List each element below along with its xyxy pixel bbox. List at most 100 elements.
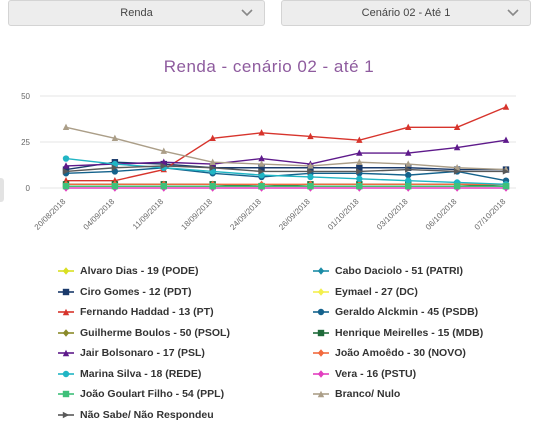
data-point [307, 162, 314, 169]
x-tick-label: 20/08/2018 [33, 197, 68, 232]
legend-item[interactable]: Marina Silva - 18 (REDE) [58, 368, 201, 380]
legend-label: Alvaro Dias - 19 (PODE) [80, 265, 199, 277]
legend-marker-icon [58, 390, 74, 398]
x-tick-label: 26/09/2018 [277, 197, 312, 232]
legend-label: Não Sabe/ Não Respondeu [80, 408, 214, 421]
data-point [111, 134, 119, 142]
x-tick-label: 18/09/2018 [179, 197, 214, 232]
data-point [502, 136, 510, 143]
side-scroll-handle[interactable] [0, 178, 4, 202]
legend-item[interactable]: Ciro Gomes - 12 (PDT) [58, 286, 191, 298]
legend-item[interactable]: Geraldo Alckmin - 45 (PSDB) [313, 306, 478, 318]
data-point [356, 182, 363, 190]
data-point [258, 182, 265, 190]
data-point [405, 164, 412, 171]
legend-item[interactable]: Cabo Daciolo - 51 (PATRI) [313, 265, 463, 277]
data-point [62, 155, 70, 162]
legend-marker-icon [58, 349, 74, 357]
legend-label: Vera - 16 (PSTU) [335, 367, 417, 380]
data-point [453, 143, 461, 151]
data-point [356, 136, 363, 143]
data-point [307, 132, 314, 140]
legend-item[interactable]: Alvaro Dias - 19 (PODE) [58, 265, 198, 277]
data-point [160, 158, 167, 165]
data-point [356, 158, 363, 165]
data-point [62, 162, 70, 169]
data-point [258, 129, 265, 136]
legend-item[interactable]: Fernando Haddad - 13 (PT) [58, 306, 214, 318]
x-tick-label: 03/10/2018 [375, 197, 410, 232]
data-point [209, 158, 216, 165]
data-point [258, 164, 265, 171]
data-point [160, 182, 167, 190]
series-line [65, 139, 507, 167]
chevron-down-icon [507, 9, 519, 17]
legend-label: Eymael - 27 (DC) [335, 285, 418, 298]
y-tick-label: 0 [26, 184, 31, 193]
data-point [209, 164, 216, 171]
legend-marker-icon [58, 288, 74, 295]
chart-title: Renda - cenário 02 - até 1 [163, 57, 375, 76]
legend-label: Marina Silva - 18 (REDE) [80, 367, 202, 380]
x-tick-label: 06/10/2018 [424, 197, 459, 232]
data-point [209, 182, 216, 190]
scenario-filter-select[interactable]: Cenário 02 - Até 1 [281, 0, 531, 26]
data-point [160, 147, 167, 154]
data-point [502, 182, 510, 190]
legend-item[interactable]: Henrique Meirelles - 15 (MDB) [313, 327, 483, 339]
legend-marker-icon [313, 287, 329, 296]
chevron-down-icon [241, 9, 253, 17]
legend-label: Geraldo Alckmin - 45 (PSDB) [335, 306, 479, 318]
legend-label: João Amoêdo - 30 (NOVO) [335, 347, 466, 359]
legend-item[interactable]: Jair Bolsonaro - 17 (PSL) [58, 347, 205, 359]
data-point [62, 182, 70, 190]
income-filter-value: Renda [120, 7, 153, 19]
data-point [405, 160, 412, 167]
data-point [405, 171, 412, 179]
legend-item[interactable]: João Amoêdo - 30 (NOVO) [313, 347, 466, 359]
legend-marker-icon [313, 349, 329, 357]
legend-label: Ciro Gomes - 12 (PDT) [80, 285, 192, 298]
data-point [405, 166, 412, 173]
data-point [356, 175, 363, 182]
line-chart: 0 25 50 20/08/2018 04/09/2018 11/09/2018 18/09… [21, 92, 516, 232]
data-point [111, 164, 119, 171]
x-tick-label: 01/10/2018 [326, 197, 361, 232]
data-point [502, 168, 510, 175]
x-tick-label: 24/09/2018 [228, 197, 263, 232]
legend-item[interactable]: João Goulart Filho - 54 (PPL) [58, 388, 224, 400]
x-tick-label: 07/10/2018 [473, 197, 508, 232]
data-point [453, 164, 461, 171]
series-line [65, 126, 507, 171]
data-point [405, 177, 412, 184]
data-point [258, 154, 265, 162]
legend-item[interactable]: Eymael - 27 (DC) [313, 286, 418, 298]
data-point [453, 168, 461, 175]
y-tick-label: 25 [21, 138, 30, 147]
legend-item[interactable]: Não Sabe/ Não Respondeu [58, 409, 214, 421]
data-point [62, 166, 70, 173]
data-point [405, 149, 412, 156]
legend-item[interactable]: Vera - 16 (PSTU) [313, 368, 416, 380]
series-line [65, 167, 507, 182]
legend-marker-icon [313, 369, 329, 378]
data-point [453, 123, 461, 130]
series-line [66, 106, 507, 182]
legend-label: Jair Bolsonaro - 17 (PSL) [80, 347, 205, 359]
data-point [356, 168, 363, 175]
data-point [307, 182, 314, 190]
legend-marker-icon [58, 328, 74, 337]
data-point [111, 182, 119, 190]
series-line [65, 157, 507, 186]
legend-marker-icon [313, 267, 329, 275]
data-point [258, 160, 265, 167]
data-point [62, 168, 70, 175]
income-filter-select[interactable]: Renda [8, 0, 265, 26]
series-line [65, 165, 506, 173]
data-point [307, 173, 314, 181]
legend-item[interactable]: Guilherme Boulos - 50 (PSOL) [58, 327, 230, 339]
legend-marker-icon [313, 390, 329, 398]
legend-item[interactable]: Branco/ Nulo [313, 388, 400, 400]
legend-marker-icon [313, 329, 329, 336]
data-point [502, 103, 510, 110]
